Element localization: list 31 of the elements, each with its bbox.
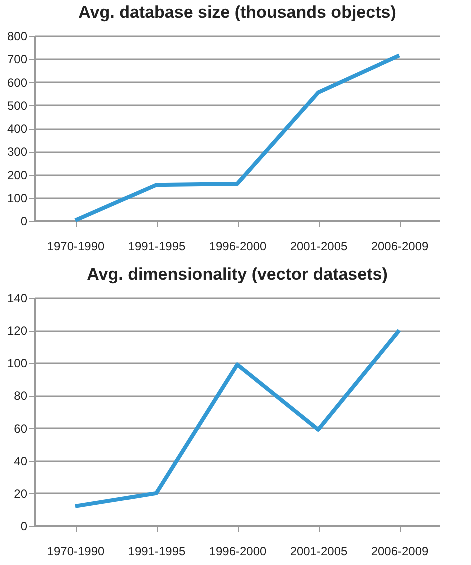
- y-tick-label: 80: [14, 389, 28, 404]
- y-tick-label: 100: [7, 191, 28, 206]
- y-tick-label: 100: [7, 356, 28, 371]
- y-tick-label: 120: [7, 324, 28, 338]
- x-tick-label: 1996-2000: [209, 544, 268, 558]
- chart-title: Avg. database size (thousands objects): [78, 3, 396, 22]
- y-tick-label: 200: [7, 168, 28, 182]
- y-tick-label: 800: [7, 30, 28, 44]
- y-tick-label: 140: [7, 292, 28, 306]
- y-tick-label: 300: [7, 145, 28, 160]
- chart-title: Avg. dimensionality (vector datasets): [87, 265, 388, 284]
- x-tick-label: 1991-1995: [128, 544, 186, 558]
- x-tick-label: 1996-2000: [209, 240, 268, 254]
- line-series: [74, 328, 402, 508]
- y-tick-label: 600: [7, 76, 28, 90]
- x-tick-label: 1970-1990: [47, 544, 106, 558]
- x-tick-label: 2001-2005: [290, 544, 348, 558]
- y-tick-label: 40: [14, 454, 28, 468]
- x-tick-label: 2006-2009: [371, 240, 430, 254]
- x-tick-label: 1970-1990: [47, 240, 106, 254]
- x-tick-label: 1991-1995: [128, 240, 186, 254]
- x-tick-label: 2001-2005: [290, 240, 348, 254]
- line-series: [74, 54, 402, 223]
- y-tick-label: 700: [7, 52, 28, 67]
- y-tick-label: 20: [14, 486, 28, 501]
- y-tick-label: 500: [7, 98, 28, 113]
- y-tick-label: 60: [14, 422, 28, 436]
- y-tick-label: 400: [7, 122, 28, 136]
- x-tick-label: 2006-2009: [371, 544, 430, 558]
- y-tick-label: 0: [20, 214, 28, 228]
- y-tick-label: 0: [20, 520, 28, 534]
